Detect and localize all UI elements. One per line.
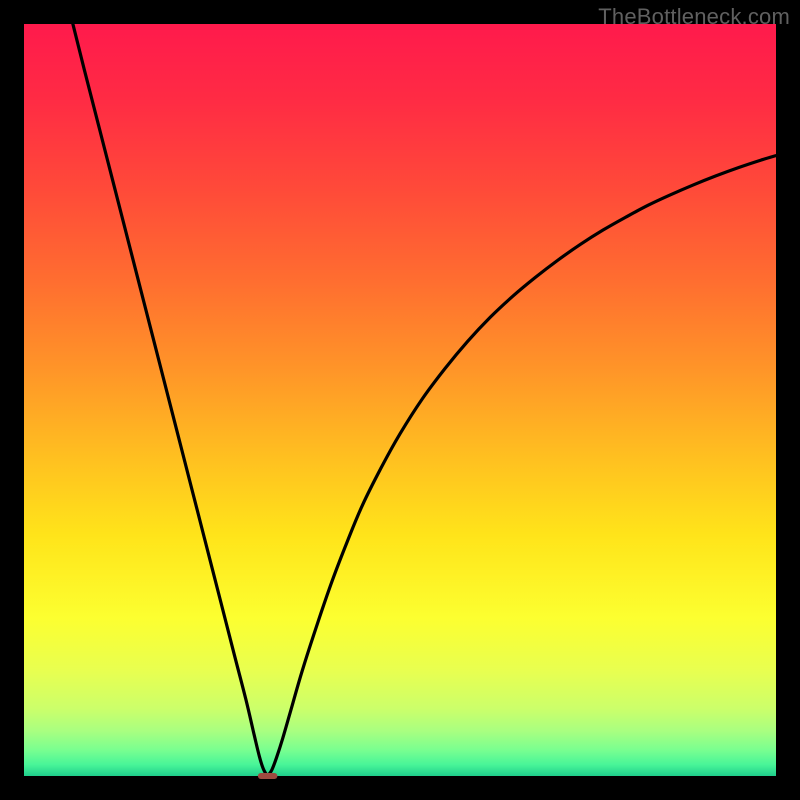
bottleneck-chart [0,0,800,800]
chart-container: TheBottleneck.com [0,0,800,800]
plot-background [24,24,776,776]
watermark-text: TheBottleneck.com [598,4,790,30]
